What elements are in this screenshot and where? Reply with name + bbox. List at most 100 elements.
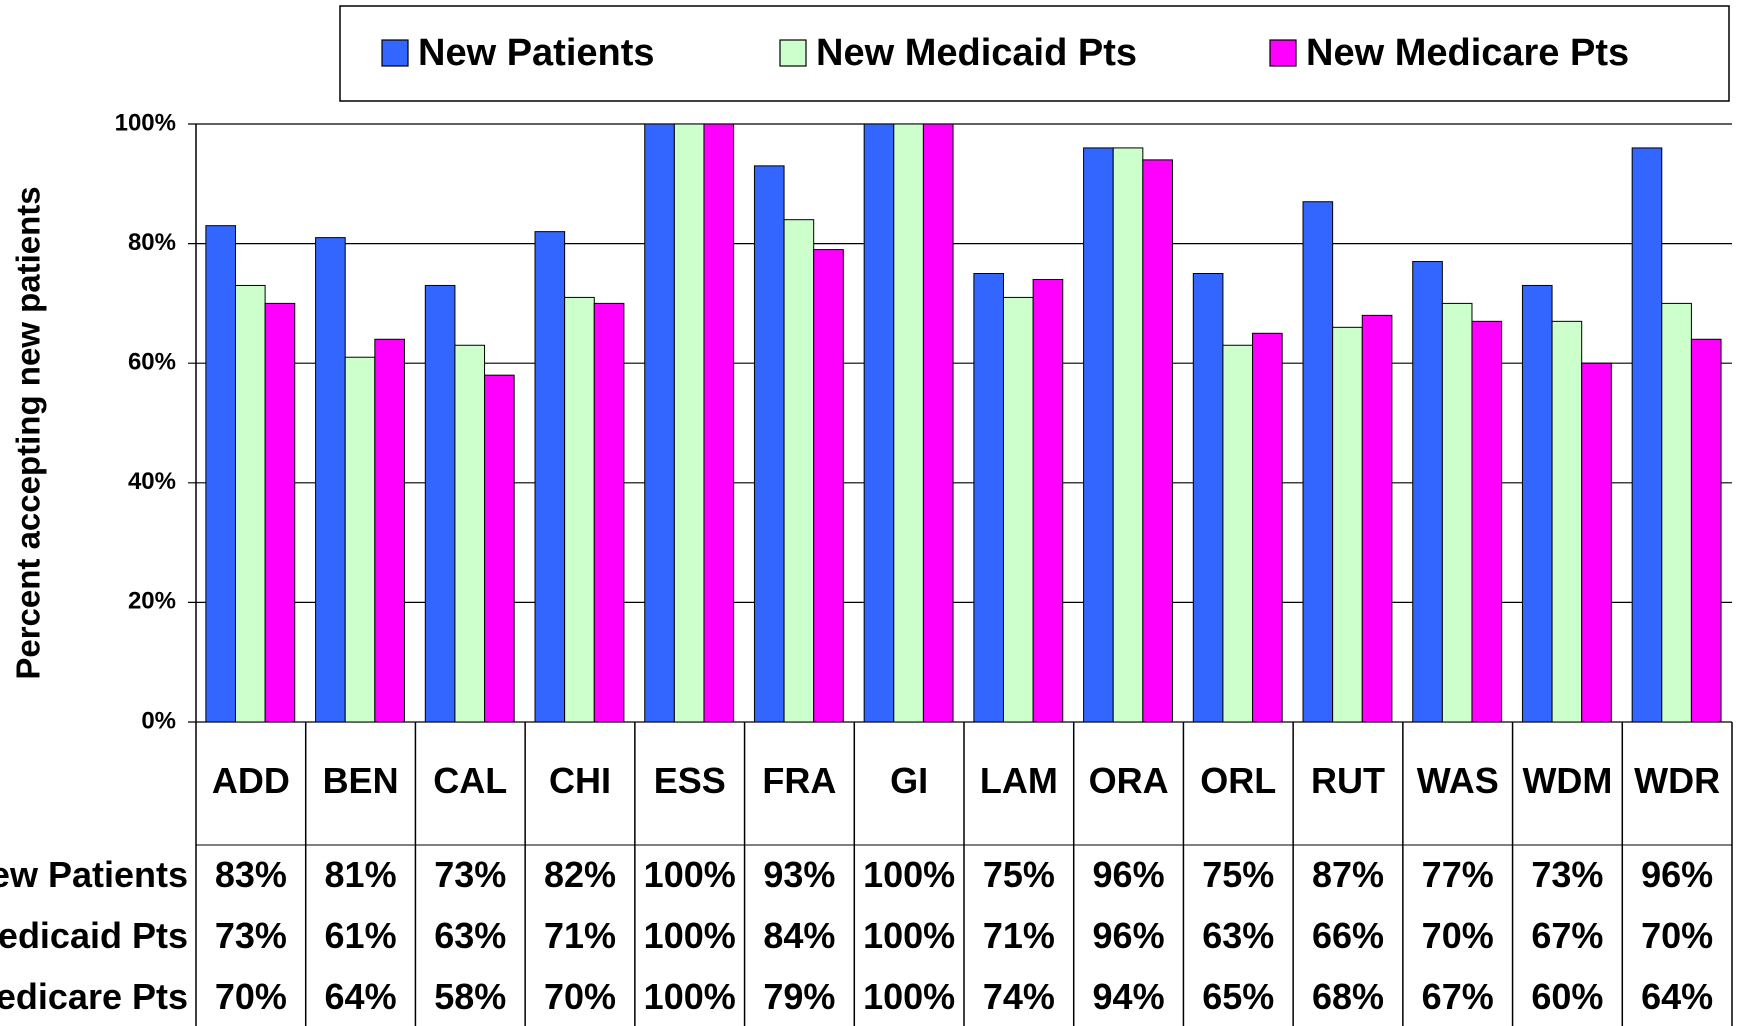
bar [484, 374, 515, 723]
table-value: 93% [763, 854, 835, 895]
legend-swatch [779, 39, 807, 67]
legend-box [339, 5, 1730, 102]
bar [973, 273, 1004, 723]
bar [673, 123, 705, 723]
table-value: 94% [1093, 976, 1165, 1017]
x-tick-label: ESS [654, 760, 726, 801]
bar [454, 344, 486, 723]
table-value: 84% [763, 915, 835, 956]
bar [1192, 273, 1224, 723]
x-tick-label: RUT [1311, 760, 1385, 801]
legend-label: New Medicaid Pts [816, 32, 1137, 74]
table-value: 66% [1312, 915, 1384, 956]
y-tick-label: 80% [128, 229, 176, 256]
bar [1412, 261, 1443, 723]
table-value: 87% [1312, 854, 1384, 895]
table-value: 70% [1422, 915, 1494, 956]
table-value: 70% [1641, 915, 1713, 956]
table-value: 74% [983, 976, 1055, 1017]
x-tick-label: BEN [323, 760, 399, 801]
table-value: 68% [1312, 976, 1384, 1017]
table-value: 75% [983, 854, 1055, 895]
y-tick-label: 0% [141, 707, 176, 734]
bar [1142, 159, 1173, 723]
table-value: 60% [1531, 976, 1603, 1017]
table-value: 67% [1531, 915, 1603, 956]
bar [564, 296, 595, 723]
table-value: 100% [644, 915, 736, 956]
bar [1631, 147, 1663, 723]
bar [344, 356, 376, 723]
bar [813, 249, 844, 723]
x-tick-label: WAS [1417, 760, 1499, 801]
table-value: 100% [863, 915, 955, 956]
bar [205, 225, 236, 723]
table-value: 64% [325, 976, 397, 1017]
bar [1112, 147, 1144, 723]
bar [264, 302, 296, 723]
bar [593, 302, 625, 723]
table-value: 96% [1093, 854, 1165, 895]
x-tick-label: CHI [549, 760, 611, 801]
bar [644, 123, 675, 723]
bar [1332, 326, 1363, 723]
table-value: 61% [325, 915, 397, 956]
x-tick-label: CAL [433, 760, 507, 801]
table-value: 63% [434, 915, 506, 956]
x-tick-label: WDR [1634, 760, 1720, 801]
bar [1471, 320, 1503, 723]
legend-swatch [1269, 39, 1297, 67]
x-tick-label: GI [890, 760, 928, 801]
bar [1441, 302, 1473, 723]
bar [1032, 278, 1064, 723]
bar [922, 123, 954, 723]
bar [753, 165, 785, 723]
bar [1581, 362, 1612, 723]
x-tick-label: ADD [212, 760, 290, 801]
legend-label: New Medicare Pts [1306, 32, 1629, 74]
table-value: 100% [863, 976, 955, 1017]
table-row-label: New Medicare Pts [0, 976, 188, 1017]
bar [1551, 320, 1583, 723]
table-value: 81% [325, 854, 397, 895]
x-tick-label: ORL [1200, 760, 1276, 801]
table-value: 75% [1202, 854, 1274, 895]
table-value: 77% [1422, 854, 1494, 895]
bar [1690, 338, 1722, 723]
table-value: 100% [644, 854, 736, 895]
table-value: 64% [1641, 976, 1713, 1017]
bar [893, 123, 924, 723]
bar [1661, 302, 1692, 723]
table-value: 100% [863, 854, 955, 895]
bar [374, 338, 405, 723]
legend-label: New Patients [418, 32, 655, 74]
bar [534, 231, 566, 723]
bar [315, 237, 346, 723]
bar [783, 219, 815, 723]
bar [1222, 344, 1254, 723]
bar [1521, 284, 1553, 723]
bar [863, 123, 895, 723]
table-value: 65% [1202, 976, 1274, 1017]
y-axis-label: Percent accepting new patients [10, 186, 47, 679]
bar [1361, 314, 1393, 723]
table-row-label: New Medicaid Pts [0, 915, 188, 956]
bar [1002, 296, 1034, 723]
x-tick-label: FRA [762, 760, 836, 801]
table-value: 79% [763, 976, 835, 1017]
table-value: 96% [1093, 915, 1165, 956]
table-value: 70% [215, 976, 287, 1017]
bar [1083, 147, 1114, 723]
y-tick-label: 100% [115, 109, 176, 136]
table-value: 67% [1422, 976, 1494, 1017]
bar [703, 123, 735, 723]
table-row-label: New Patients [0, 854, 188, 895]
table-value: 58% [434, 976, 506, 1017]
bar [1252, 332, 1283, 723]
table-value: 71% [983, 915, 1055, 956]
table-value: 63% [1202, 915, 1274, 956]
legend-swatch [381, 39, 409, 67]
table-value: 70% [544, 976, 616, 1017]
table-value: 71% [544, 915, 616, 956]
